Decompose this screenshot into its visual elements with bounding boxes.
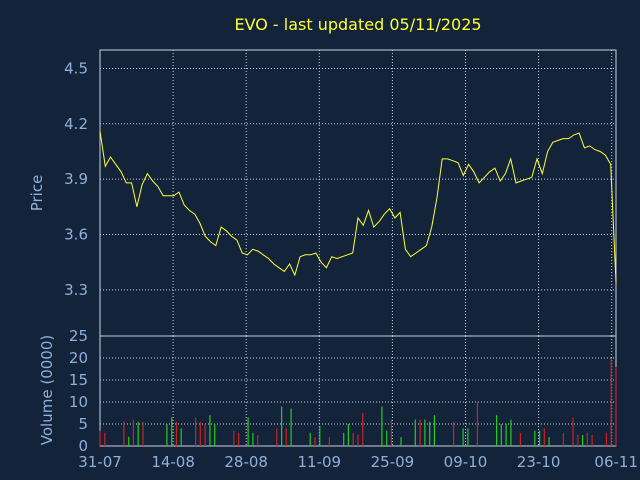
x-tick: 06-11 <box>594 453 638 471</box>
volume-y-tick: 10 <box>69 393 88 411</box>
volume-axis-label: Volume (0000) <box>38 335 56 445</box>
volume-y-tick: 0 <box>78 437 88 455</box>
x-tick: 28-08 <box>224 453 268 471</box>
price-gridlines <box>99 50 616 336</box>
volume-y-tick: 5 <box>78 415 88 433</box>
x-tick: 11-09 <box>298 453 342 471</box>
x-tick: 09-10 <box>444 453 488 471</box>
price-y-axis: 4.5 4.2 3.9 3.6 3.3 <box>64 59 88 298</box>
chart-title: EVO - last updated 05/11/2025 <box>234 15 481 34</box>
price-y-tick: 3.3 <box>64 281 88 299</box>
price-y-tick: 4.5 <box>64 59 88 77</box>
volume-y-tick: 25 <box>69 327 88 345</box>
x-tick: 14-08 <box>151 453 195 471</box>
price-y-tick: 3.6 <box>64 226 88 244</box>
volume-bars <box>99 358 617 446</box>
volume-y-axis: 25 20 15 10 5 0 <box>69 327 88 455</box>
x-axis: 31-07 14-08 28-08 11-09 25-09 09-10 23-10 06-11 <box>78 453 638 471</box>
price-y-tick: 4.2 <box>64 115 88 133</box>
price-axis-label: Price <box>28 175 46 212</box>
x-tick: 23-10 <box>517 453 561 471</box>
price-y-tick: 3.9 <box>64 170 88 188</box>
price-series-line <box>99 131 617 283</box>
volume-y-tick: 20 <box>69 349 88 367</box>
volume-y-tick: 15 <box>69 371 88 389</box>
x-tick: 31-07 <box>78 453 122 471</box>
volume-gridlines <box>99 335 616 447</box>
x-tick: 25-09 <box>371 453 415 471</box>
